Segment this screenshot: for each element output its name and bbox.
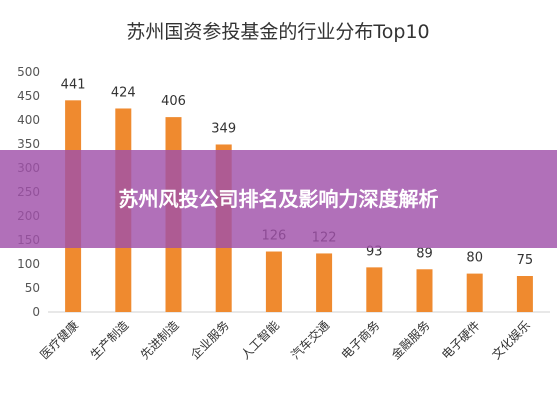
x-tick-label: 汽车交通	[288, 318, 333, 363]
bar	[265, 251, 282, 312]
x-tick-label: 企业服务	[187, 318, 232, 363]
data-label: 93	[366, 244, 383, 259]
y-tick-label: 350	[17, 137, 40, 151]
bar	[516, 276, 533, 312]
overlay-banner: 苏州风投公司排名及影响力深度解析	[0, 150, 557, 248]
data-label: 80	[466, 251, 483, 266]
y-tick-label: 50	[25, 281, 40, 295]
data-label: 406	[161, 94, 186, 109]
data-label: 89	[416, 246, 433, 261]
data-label: 349	[211, 121, 236, 136]
x-tick-label: 文化娱乐	[488, 318, 533, 363]
x-tick-label: 电子硬件	[439, 318, 483, 362]
data-label: 424	[111, 85, 136, 100]
bar	[316, 253, 333, 312]
x-tick-label: 生产制造	[88, 318, 132, 362]
x-tick-label: 金融服务	[388, 318, 433, 363]
bar	[366, 267, 383, 312]
y-tick-label: 0	[32, 305, 40, 319]
data-label: 75	[517, 253, 534, 268]
x-tick-label: 人工智能	[237, 318, 282, 363]
data-label: 441	[61, 77, 86, 92]
x-tick-label: 先进制造	[138, 318, 182, 362]
x-tick-label: 电子商务	[338, 318, 383, 363]
y-tick-label: 400	[17, 113, 40, 127]
y-tick-label: 100	[17, 257, 40, 271]
bar	[416, 269, 433, 312]
banner-text: 苏州风投公司排名及影响力深度解析	[118, 187, 439, 211]
y-tick-label: 500	[17, 65, 40, 79]
chart-title: 苏州国资参投基金的行业分布Top10	[126, 21, 429, 43]
bar	[466, 273, 483, 312]
y-tick-label: 450	[17, 89, 40, 103]
x-axis: 医疗健康 生产制造 先进制造 企业服务 人工智能 汽车交通 电子商务 金融服务 电子硬件 文化娱乐	[37, 318, 533, 363]
x-tick-label: 医疗健康	[37, 318, 82, 363]
